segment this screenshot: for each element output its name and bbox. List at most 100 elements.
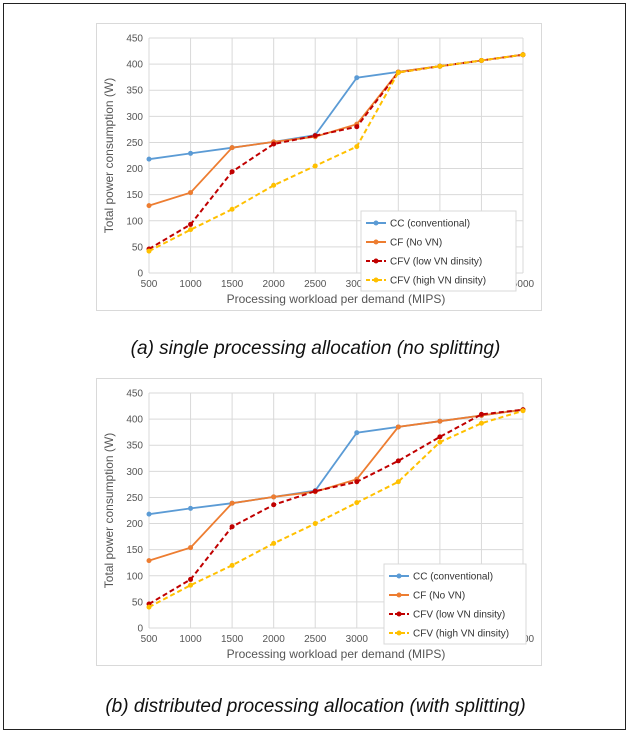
data-point — [188, 545, 194, 551]
y-axis-title: Total power consumption (W) — [102, 433, 116, 588]
y-tick-label: 300 — [126, 467, 143, 478]
legend-label-2: CFV (low VN dinsity) — [390, 257, 482, 268]
x-tick-label: 500 — [141, 279, 158, 290]
data-point — [520, 408, 526, 414]
data-point — [478, 57, 484, 63]
data-point — [146, 558, 152, 564]
series-line-2 — [148, 408, 524, 605]
y-tick-label: 450 — [126, 389, 143, 400]
series-line-1 — [148, 53, 524, 207]
x-tick-label: 3000 — [346, 279, 369, 290]
y-tick-label: 450 — [126, 34, 143, 45]
data-point — [146, 248, 152, 254]
legend-marker-2 — [373, 258, 379, 264]
data-point — [229, 169, 235, 175]
data-point — [395, 69, 401, 75]
y-tick-label: 350 — [126, 441, 143, 452]
series-line-3 — [148, 409, 524, 608]
legend-marker-1 — [373, 239, 379, 245]
data-point — [229, 500, 235, 506]
data-point — [188, 582, 194, 588]
data-point — [354, 144, 360, 150]
y-axis-title: Total power consumption (W) — [102, 78, 116, 233]
legend-marker-3 — [396, 630, 402, 636]
chart-b-panel: 0 50 100 150 200 250 300 350 400 450 500 1000 1500 20… — [96, 378, 542, 666]
caption-b: (b) distributed processing allocation (w… — [105, 696, 526, 717]
y-tick-label: 0 — [137, 624, 143, 635]
data-point — [312, 488, 318, 494]
data-point — [146, 511, 152, 517]
data-point — [437, 439, 443, 445]
data-point — [146, 203, 152, 209]
data-point — [437, 63, 443, 69]
y-tick-label: 250 — [126, 138, 143, 149]
x-tick-label: 3000 — [346, 634, 369, 645]
data-point — [478, 420, 484, 426]
data-point — [229, 145, 235, 151]
data-point — [354, 75, 360, 81]
y-tick-label: 250 — [126, 493, 143, 504]
legend-label-1: CF (No VN) — [390, 238, 442, 249]
data-point — [312, 163, 318, 169]
legend-marker-0 — [396, 573, 402, 579]
y-tick-label: 200 — [126, 519, 143, 530]
legend-marker-2 — [396, 611, 402, 617]
data-point — [520, 52, 526, 58]
legend-box — [360, 210, 517, 292]
data-point — [188, 227, 194, 233]
legend-marker-3 — [373, 277, 379, 283]
legend-label-0: CC (conventional) — [390, 219, 470, 230]
data-point — [478, 411, 484, 417]
x-tick-label: 1000 — [179, 279, 202, 290]
x-tick-label: 2500 — [304, 634, 327, 645]
data-point — [271, 540, 277, 546]
data-point — [354, 500, 360, 506]
y-tick-label: 300 — [126, 112, 143, 123]
series-line-0 — [148, 408, 524, 516]
y-tick-label: 350 — [126, 86, 143, 97]
x-tick-label: 2500 — [304, 279, 327, 290]
legend-label-1: CF (No VN) — [413, 591, 465, 602]
data-point — [146, 156, 152, 162]
data-point — [188, 505, 194, 511]
data-point — [395, 424, 401, 430]
data-point — [188, 150, 194, 156]
data-point — [188, 190, 194, 196]
x-axis-title: Processing workload per demand (MIPS) — [227, 647, 446, 661]
data-point — [312, 133, 318, 139]
data-point — [188, 576, 194, 582]
series-line-2 — [148, 53, 524, 250]
y-tick-label: 0 — [137, 269, 143, 280]
y-tick-label: 100 — [126, 216, 143, 227]
y-tick-label: 400 — [126, 60, 143, 71]
legend-label-3: CFV (high VN dinsity) — [413, 629, 509, 640]
data-point — [229, 206, 235, 212]
data-point — [271, 182, 277, 188]
series-line-1 — [148, 408, 524, 562]
figure-frame: 0 50 100 150 200 250 300 350 400 450 500 1000 1500 20… — [3, 3, 626, 730]
x-tick-label: 1500 — [221, 279, 244, 290]
legend-marker-1 — [396, 592, 402, 598]
legend-marker-0 — [373, 220, 379, 226]
legend-box — [383, 563, 527, 645]
legend-label-3: CFV (high VN dinsity) — [390, 276, 486, 287]
y-tick-label: 100 — [126, 571, 143, 582]
data-point — [271, 141, 277, 147]
data-point — [354, 430, 360, 436]
data-point — [354, 479, 360, 485]
x-tick-label: 1500 — [221, 634, 244, 645]
x-tick-label: 2000 — [263, 279, 286, 290]
data-point — [188, 221, 194, 227]
legend-label-2: CFV (low VN dinsity) — [413, 610, 505, 621]
data-point — [229, 524, 235, 530]
x-tick-label: 5000 — [512, 279, 535, 290]
y-tick-label: 50 — [132, 597, 144, 608]
y-tick-label: 150 — [126, 545, 143, 556]
x-tick-label: 1000 — [179, 634, 202, 645]
caption-a: (a) single processing allocation (no spl… — [130, 338, 501, 359]
chart-a-panel: 0 50 100 150 200 250 300 350 400 450 500 1000 1500 20… — [96, 23, 542, 311]
x-axis-title: Processing workload per demand (MIPS) — [227, 292, 446, 306]
y-tick-label: 200 — [126, 164, 143, 175]
legend-label-0: CC (conventional) — [413, 572, 493, 583]
data-point — [437, 434, 443, 440]
